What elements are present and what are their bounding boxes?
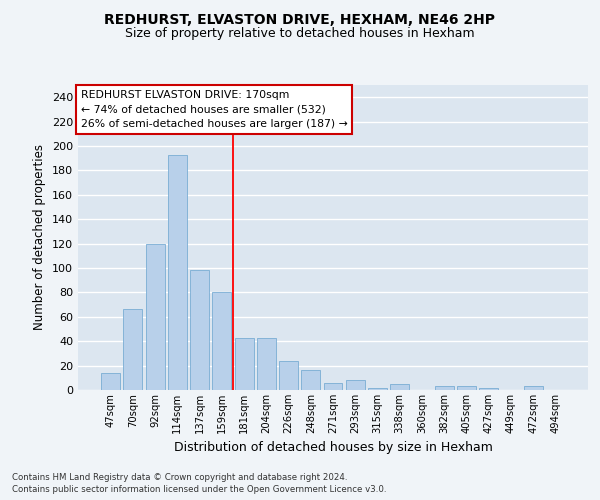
Text: REDHURST ELVASTON DRIVE: 170sqm
← 74% of detached houses are smaller (532)
26% o: REDHURST ELVASTON DRIVE: 170sqm ← 74% of… [80,90,347,129]
Bar [301,370,320,390]
Bar [346,380,365,390]
Bar [146,244,164,390]
Bar [368,388,387,390]
Bar [279,360,298,390]
Bar [235,338,254,390]
Bar [190,270,209,390]
Y-axis label: Number of detached properties: Number of detached properties [34,144,46,330]
Text: Contains public sector information licensed under the Open Government Licence v3: Contains public sector information licen… [12,486,386,494]
Bar [212,292,231,390]
Bar [435,386,454,390]
Text: Contains HM Land Registry data © Crown copyright and database right 2024.: Contains HM Land Registry data © Crown c… [12,473,347,482]
Bar [479,388,498,390]
Text: Size of property relative to detached houses in Hexham: Size of property relative to detached ho… [125,28,475,40]
X-axis label: Distribution of detached houses by size in Hexham: Distribution of detached houses by size … [173,442,493,454]
Bar [257,338,276,390]
Bar [323,382,343,390]
Bar [524,386,542,390]
Bar [124,310,142,390]
Bar [390,384,409,390]
Bar [457,386,476,390]
Bar [168,154,187,390]
Text: REDHURST, ELVASTON DRIVE, HEXHAM, NE46 2HP: REDHURST, ELVASTON DRIVE, HEXHAM, NE46 2… [104,12,496,26]
Bar [101,373,120,390]
